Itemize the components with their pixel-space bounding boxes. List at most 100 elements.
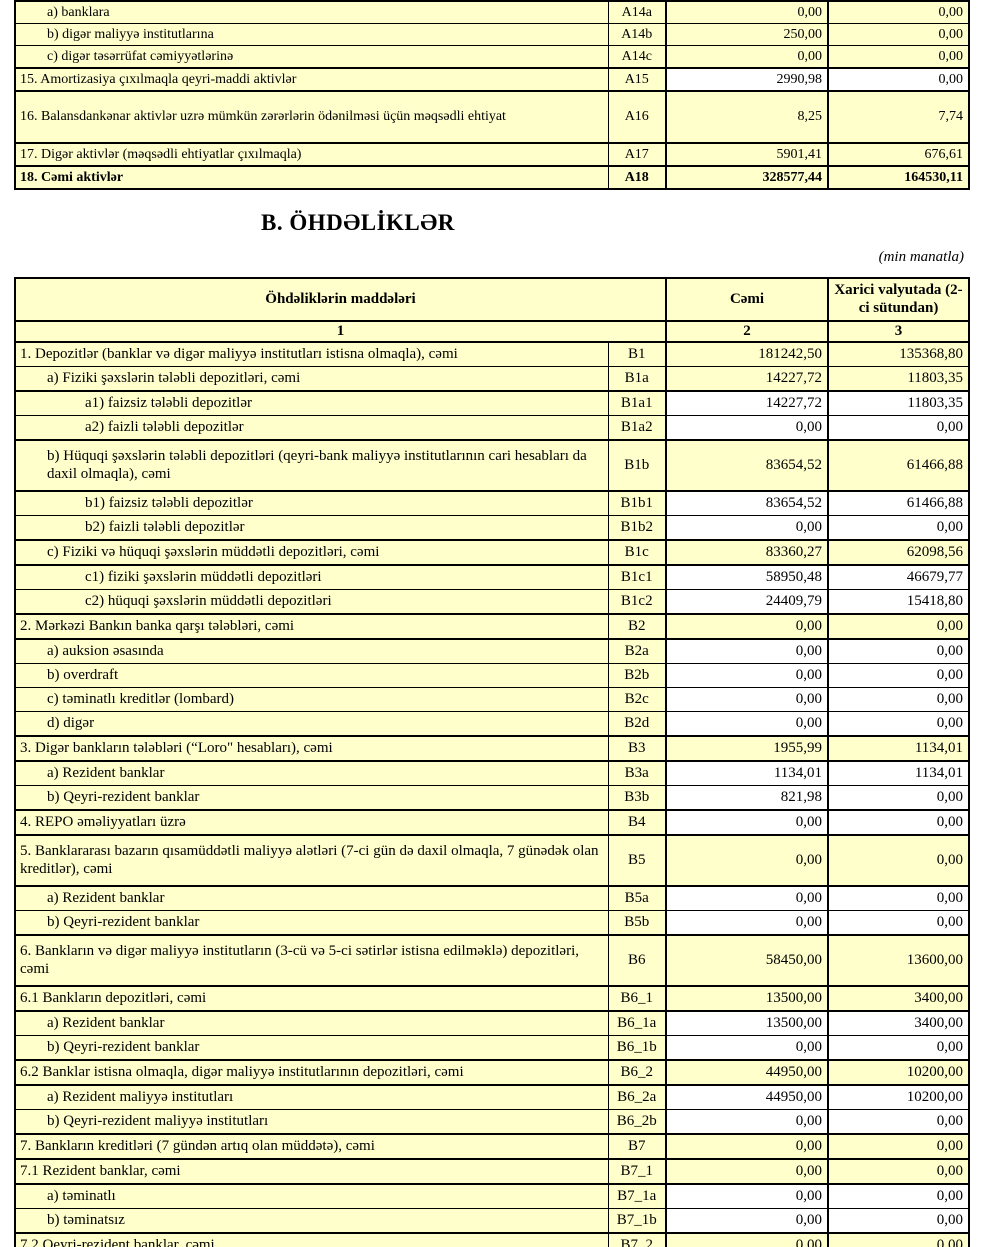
liabilities-header-row: Öhdəliklərin maddələri Cəmi Xarici valyu… <box>14 277 970 322</box>
row-code: B1b1 <box>607 490 668 516</box>
row-code: B2d <box>607 711 668 737</box>
row-code: B6_1b <box>607 1035 668 1061</box>
row-foreign-value: 0,00 <box>827 1158 970 1185</box>
table-row: 6. Bankların və digər maliyyə institutla… <box>14 934 970 987</box>
table-row: b2) faizli tələbli depozitlər B1b2 0,00 … <box>14 515 970 541</box>
row-foreign-value: 3400,00 <box>827 1010 970 1036</box>
row-foreign-value: 13600,00 <box>827 934 970 987</box>
row-label: 6.1 Bankların depozitləri, cəmi <box>14 985 609 1012</box>
row-foreign-value: 0,00 <box>827 515 970 541</box>
table-row: c1) fiziki şəxslərin müddətli depozitlər… <box>14 564 970 590</box>
row-code: B5a <box>607 885 668 911</box>
row-code: B5b <box>607 910 668 936</box>
table-row: d) digər B2d 0,00 0,00 <box>14 711 970 737</box>
section-b-heading: B. ÖHDƏLİKLƏR <box>261 210 455 235</box>
table-row: 18. Cəmi aktivlər A18 328577,44 164530,1… <box>14 165 970 190</box>
header-foreign-column: Xarici valyutada (2-ci sütundan) <box>827 277 970 322</box>
row-total-value: 181242,50 <box>665 341 830 367</box>
column-number-items: 1 <box>14 320 668 343</box>
row-code: A18 <box>607 165 667 190</box>
table-row: 16. Balansdankənar aktivlər uzrə mümkün … <box>14 90 970 144</box>
assets-table-body: a) banklara A14a 0,00 0,00 b) digər mali… <box>14 0 970 190</box>
row-label: 5. Banklararası bazarın qısamüddətli mal… <box>14 834 609 887</box>
row-total-value: 0,00 <box>665 415 830 441</box>
row-total-value: 13500,00 <box>665 985 830 1012</box>
row-label: b) overdraft <box>14 663 609 688</box>
row-code: B6_2a <box>607 1084 668 1110</box>
row-total-value: 44950,00 <box>665 1084 830 1110</box>
row-label: 17. Digər aktivlər (məqsədli ehtiyatlar … <box>14 142 609 167</box>
row-total-value: 0,00 <box>665 885 830 911</box>
liabilities-table-body: 1. Depozitlər (banklar və digər maliyyə … <box>14 341 970 1247</box>
table-row: a) Rezident banklar B5a 0,00 0,00 <box>14 885 970 911</box>
row-code: B6_2 <box>607 1059 668 1086</box>
row-total-value: 0,00 <box>665 910 830 936</box>
row-code: B1c1 <box>607 564 668 590</box>
row-foreign-value: 61466,88 <box>827 490 970 516</box>
table-row: b) təminatsız B7_1b 0,00 0,00 <box>14 1208 970 1234</box>
table-row: 1. Depozitlər (banklar və digər maliyyə … <box>14 341 970 367</box>
table-row: 7. Bankların kreditləri (7 gündən artıq … <box>14 1133 970 1160</box>
row-label: c) digər təsərrüfat cəmiyyətlərinə <box>14 45 609 69</box>
table-row: b) Qeyri-rezident banklar B5b 0,00 0,00 <box>14 910 970 936</box>
row-code: B1c <box>607 539 668 566</box>
row-code: B6 <box>607 934 668 987</box>
row-total-value: 0,00 <box>665 1035 830 1061</box>
row-total-value: 0,00 <box>665 1109 830 1135</box>
row-label: b) Qeyri-rezident banklar <box>14 785 609 811</box>
table-row: 6.1 Bankların depozitləri, cəmi B6_1 135… <box>14 985 970 1012</box>
row-total-value: 0,00 <box>665 663 830 688</box>
row-total-value: 44950,00 <box>665 1059 830 1086</box>
table-row: 6.2 Banklar istisna olmaqla, digər maliy… <box>14 1059 970 1086</box>
row-code: B2c <box>607 687 668 712</box>
row-total-value: 83654,52 <box>665 439 830 492</box>
row-label: a) banklara <box>14 0 609 24</box>
row-foreign-value: 0,00 <box>827 0 970 24</box>
column-number-foreign: 3 <box>827 320 970 343</box>
row-foreign-value: 61466,88 <box>827 439 970 492</box>
row-label: 4. REPO əməliyyatları üzrə <box>14 809 609 836</box>
row-foreign-value: 1134,01 <box>827 735 970 762</box>
row-foreign-value: 676,61 <box>827 142 970 167</box>
row-label: a) Rezident banklar <box>14 1010 609 1036</box>
row-foreign-value: 164530,11 <box>827 165 970 190</box>
table-row: c) təminatlı kreditlər (lombard) B2c 0,0… <box>14 687 970 712</box>
row-code: A14b <box>607 23 667 46</box>
row-code: B7_2 <box>607 1232 668 1247</box>
row-code: B7_1a <box>607 1183 668 1209</box>
row-code: B1b <box>607 439 668 492</box>
row-code: B2 <box>607 613 668 640</box>
row-total-value: 14227,72 <box>665 390 830 416</box>
row-total-value: 13500,00 <box>665 1010 830 1036</box>
row-code: A14c <box>607 45 667 69</box>
row-label: a2) faizli tələbli depozitlər <box>14 415 609 441</box>
row-foreign-value: 135368,80 <box>827 341 970 367</box>
row-code: B7_1b <box>607 1208 668 1234</box>
row-code: B2a <box>607 638 668 664</box>
row-foreign-value: 0,00 <box>827 1208 970 1234</box>
row-foreign-value: 1134,01 <box>827 760 970 786</box>
table-row: c) digər təsərrüfat cəmiyyətlərinə A14c … <box>14 45 970 69</box>
row-foreign-value: 0,00 <box>827 415 970 441</box>
table-row: a) Rezident banklar B3a 1134,01 1134,01 <box>14 760 970 786</box>
row-code: B1b2 <box>607 515 668 541</box>
row-label: a) Rezident banklar <box>14 760 609 786</box>
row-label: b) təminatsız <box>14 1208 609 1234</box>
row-code: A17 <box>607 142 667 167</box>
row-total-value: 0,00 <box>665 515 830 541</box>
row-code: A15 <box>607 67 667 92</box>
table-row: a) təminatlı B7_1a 0,00 0,00 <box>14 1183 970 1209</box>
row-foreign-value: 0,00 <box>827 834 970 887</box>
row-total-value: 0,00 <box>665 711 830 737</box>
row-label: 2. Mərkəzi Bankın banka qarşı tələbləri,… <box>14 613 609 640</box>
row-total-value: 0,00 <box>665 1232 830 1247</box>
assets-table: a) banklara A14a 0,00 0,00 b) digər mali… <box>14 0 970 190</box>
row-code: B3a <box>607 760 668 786</box>
row-foreign-value: 0,00 <box>827 1232 970 1247</box>
row-code: B1c2 <box>607 589 668 615</box>
row-total-value: 8,25 <box>665 90 829 144</box>
row-foreign-value: 10200,00 <box>827 1084 970 1110</box>
row-label: 1. Depozitlər (banklar və digər maliyyə … <box>14 341 609 367</box>
row-label: a) auksion əsasında <box>14 638 609 664</box>
